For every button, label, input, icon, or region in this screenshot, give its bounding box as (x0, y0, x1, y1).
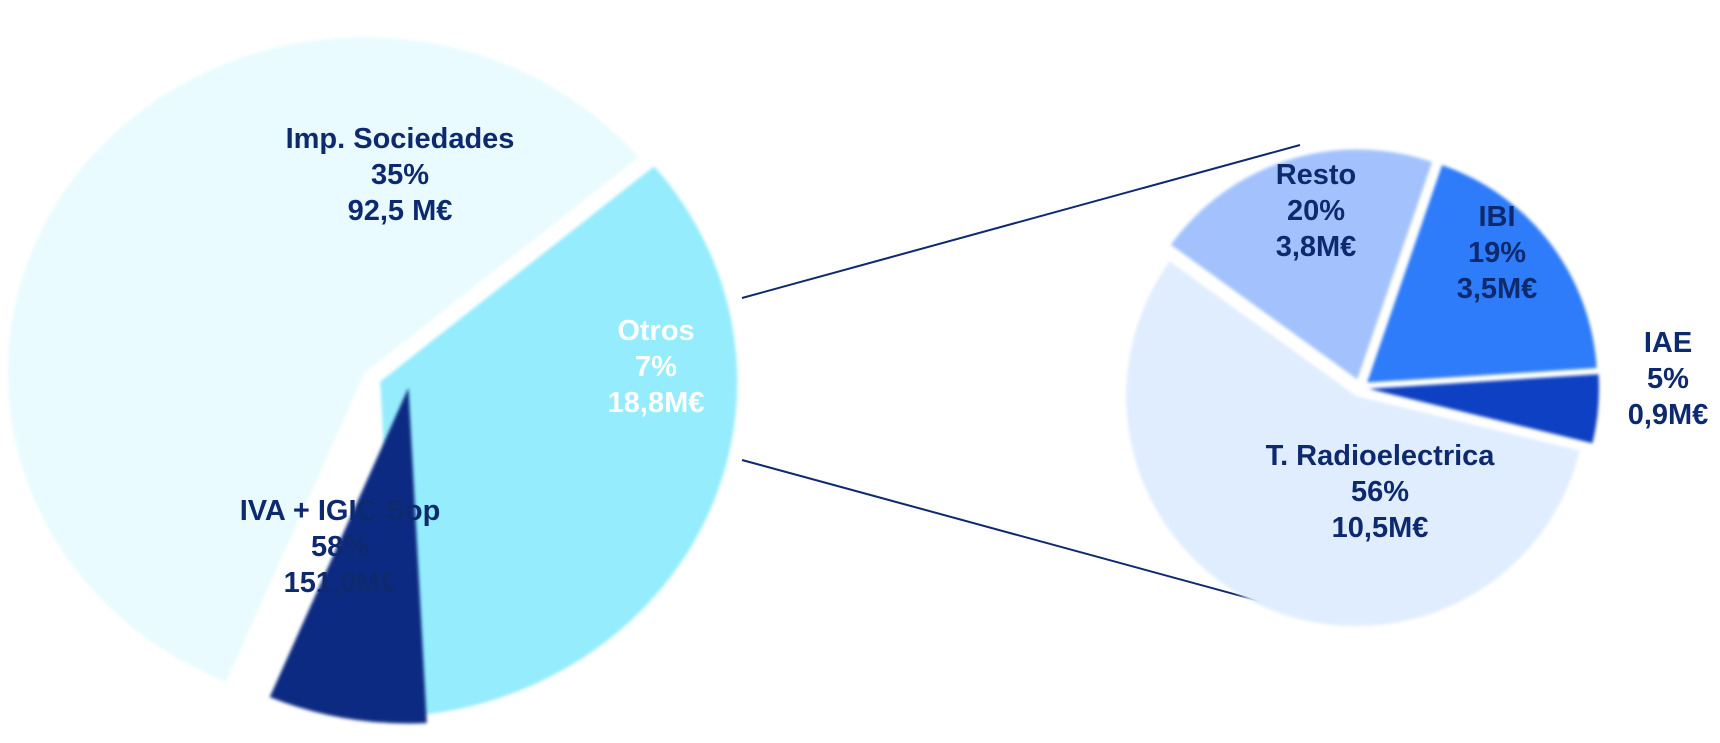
label-ibi: IBI 19% 3,5M€ (1457, 201, 1538, 305)
label-percent: 35% (371, 159, 429, 191)
label-percent: 7% (635, 351, 677, 383)
label-percent: 58% (311, 531, 369, 563)
label-name: IVA + IGIC Sop (240, 495, 441, 527)
label-name: Imp. Sociedades (286, 123, 515, 155)
connector-line-bottom (741, 459, 1301, 613)
label-name: Otros (617, 315, 694, 347)
label-amount: 0,9M€ (1628, 399, 1709, 431)
label-name: IAE (1644, 327, 1692, 359)
label-percent: 19% (1468, 237, 1526, 269)
slice-resto (1170, 149, 1433, 380)
slice-labels: Imp. Sociedades 35% 92,5 M€ Otros 7% 18,8M€ IV… (240, 123, 1709, 599)
slice-imp-sociedades (380, 166, 738, 717)
main-pie (7, 37, 738, 724)
slice-ibi (1367, 165, 1597, 383)
label-resto: Resto 20% 3,8M€ (1276, 159, 1357, 263)
slice-t-radioelectrica (1126, 261, 1580, 627)
label-iva-igic-sop: IVA + IGIC Sop 58% 151,0M€ (240, 495, 441, 599)
label-amount: 92,5 M€ (348, 195, 453, 227)
slice-iae (1368, 374, 1599, 444)
label-percent: 5% (1647, 363, 1689, 395)
label-iae: IAE 5% 0,9M€ (1628, 327, 1709, 431)
label-otros: Otros 7% 18,8M€ (608, 315, 705, 419)
label-name: T. Radioelectrica (1266, 440, 1496, 472)
connector-lines (741, 144, 1301, 613)
breakdown-pie (1126, 149, 1599, 627)
label-imp-sociedades: Imp. Sociedades 35% 92,5 M€ (286, 123, 515, 227)
label-name: Resto (1276, 159, 1357, 191)
label-amount: 18,8M€ (608, 387, 705, 419)
label-percent: 20% (1287, 195, 1345, 227)
slice-otros (269, 387, 427, 724)
label-name: IBI (1478, 201, 1515, 233)
slice-iva-igic-sop (7, 37, 639, 682)
label-amount: 3,8M€ (1276, 231, 1357, 263)
label-amount: 151,0M€ (284, 567, 397, 599)
label-percent: 56% (1351, 476, 1409, 508)
label-t-radioelectrica: T. Radioelectrica 56% 10,5M€ (1266, 440, 1496, 544)
label-amount: 3,5M€ (1457, 273, 1538, 305)
connector-line-top (741, 144, 1301, 299)
label-amount: 10,5M€ (1332, 512, 1429, 544)
